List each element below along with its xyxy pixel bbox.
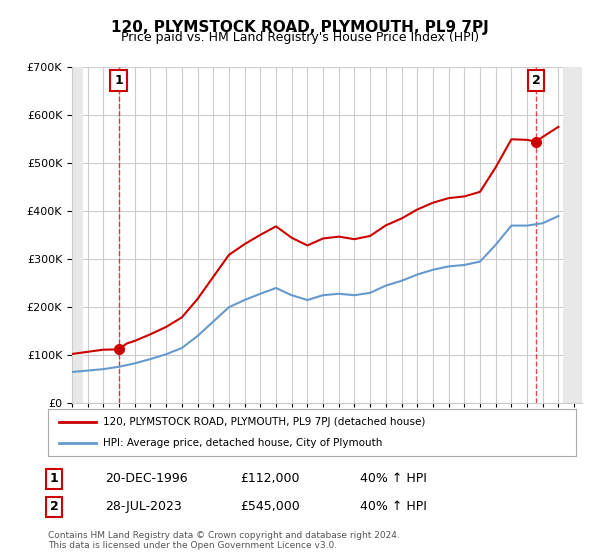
Text: 40% ↑ HPI: 40% ↑ HPI — [360, 500, 427, 514]
Text: £545,000: £545,000 — [240, 500, 300, 514]
Text: 40% ↑ HPI: 40% ↑ HPI — [360, 472, 427, 486]
Text: 2: 2 — [50, 500, 58, 514]
Text: £112,000: £112,000 — [240, 472, 299, 486]
Text: 28-JUL-2023: 28-JUL-2023 — [105, 500, 182, 514]
Text: 120, PLYMSTOCK ROAD, PLYMOUTH, PL9 7PJ: 120, PLYMSTOCK ROAD, PLYMOUTH, PL9 7PJ — [111, 20, 489, 35]
Bar — [563, 67, 582, 403]
Text: 2: 2 — [532, 74, 541, 87]
Bar — [72, 67, 83, 403]
Text: Price paid vs. HM Land Registry's House Price Index (HPI): Price paid vs. HM Land Registry's House … — [121, 31, 479, 44]
Text: HPI: Average price, detached house, City of Plymouth: HPI: Average price, detached house, City… — [103, 438, 383, 448]
Text: 120, PLYMSTOCK ROAD, PLYMOUTH, PL9 7PJ (detached house): 120, PLYMSTOCK ROAD, PLYMOUTH, PL9 7PJ (… — [103, 417, 426, 427]
Text: 1: 1 — [50, 472, 58, 486]
Text: Contains HM Land Registry data © Crown copyright and database right 2024.
This d: Contains HM Land Registry data © Crown c… — [48, 531, 400, 550]
Text: 1: 1 — [114, 74, 123, 87]
Text: 20-DEC-1996: 20-DEC-1996 — [105, 472, 188, 486]
